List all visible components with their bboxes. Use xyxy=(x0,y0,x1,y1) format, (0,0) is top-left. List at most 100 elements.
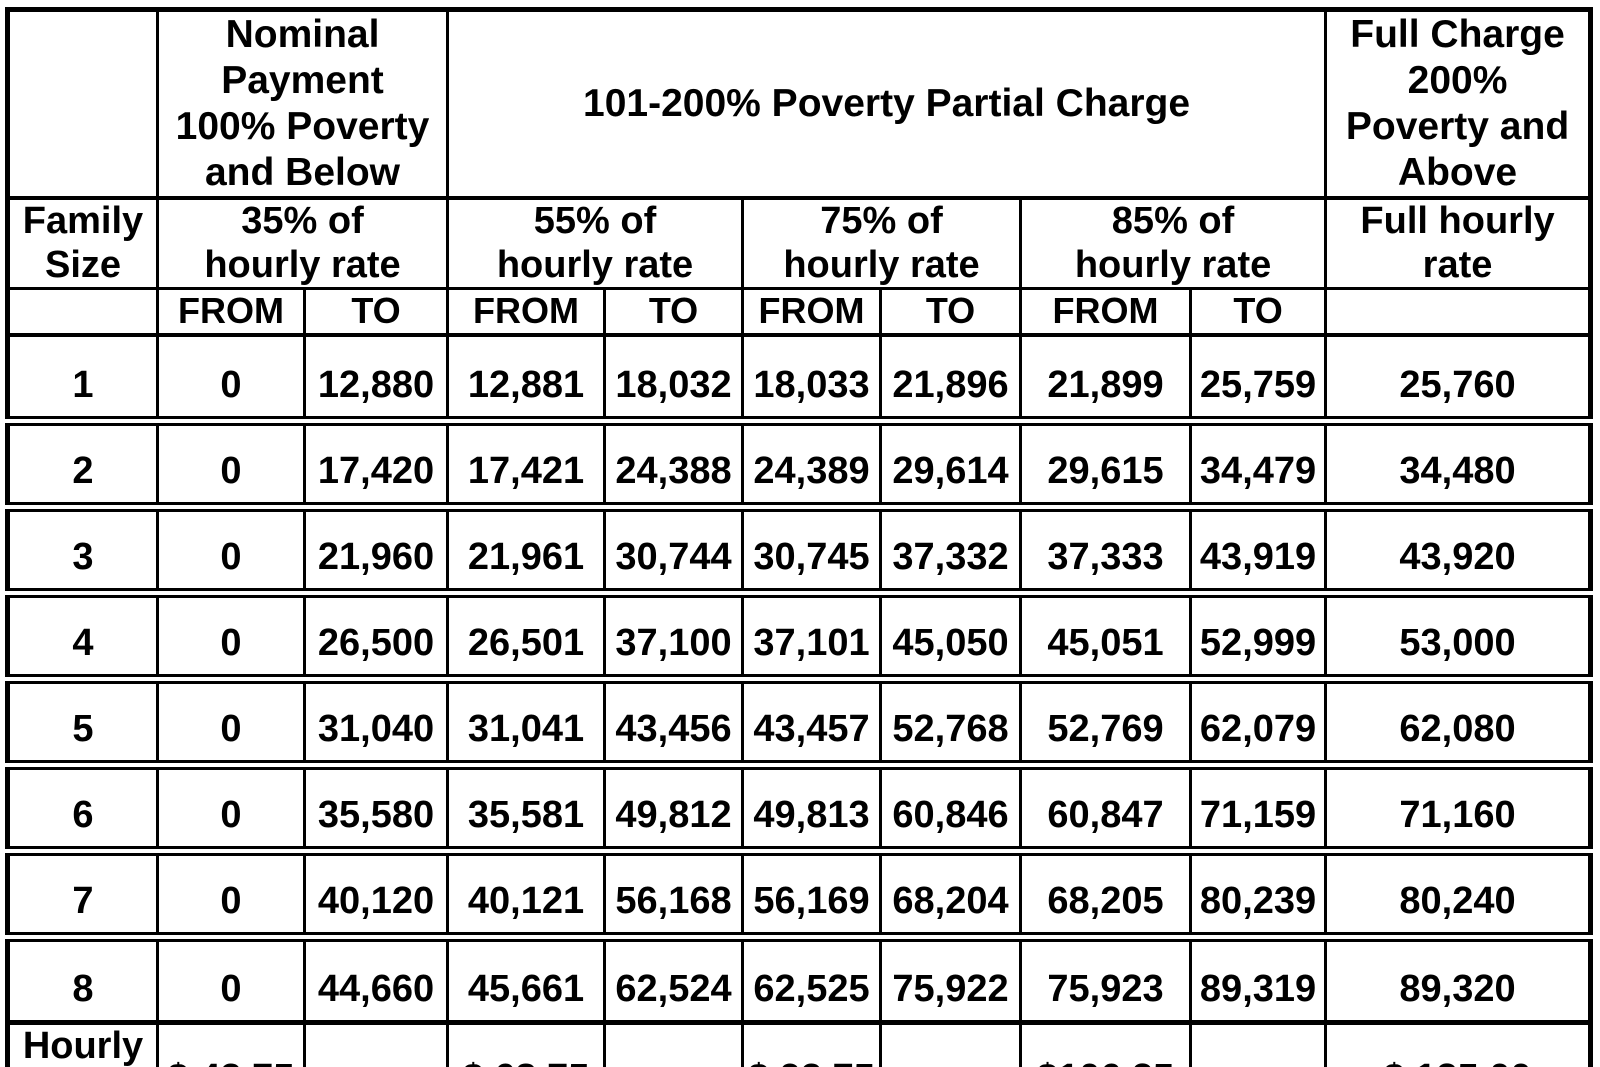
header-full-charge: Full Charge 200% Poverty and Above xyxy=(1324,8,1592,201)
cell-75-to: 21,896 xyxy=(879,332,1023,423)
cell-75-to: 29,614 xyxy=(879,415,1023,509)
cell-85-to: 34,479 xyxy=(1189,415,1328,509)
header-row-sections: Nominal Payment 100% Poverty and Below 1… xyxy=(6,8,1592,201)
cell-55-from: 21,961 xyxy=(446,501,607,595)
cell-85-from: 37,333 xyxy=(1019,501,1193,595)
cell-85-to: 25,759 xyxy=(1189,332,1328,423)
cell-35-from: 0 xyxy=(156,759,306,853)
cell-55-to: 30,744 xyxy=(603,501,745,595)
table-row-hourly-rate: Hourly rate $ 43.75 $ 68.75 $ 93.75 $106… xyxy=(6,1020,1592,1067)
empty-cell xyxy=(603,1020,745,1067)
cell-75-from: 49,813 xyxy=(741,759,883,853)
table-row-family-6: 6 0 35,580 35,581 49,812 49,813 60,846 6… xyxy=(6,759,1592,853)
cell-55-from: 35,581 xyxy=(446,759,607,853)
cell-85-to: 80,239 xyxy=(1189,845,1328,939)
cell-75-from: 62,525 xyxy=(741,931,883,1025)
header-from-85: FROM xyxy=(1019,287,1193,337)
cell-35-to: 44,660 xyxy=(302,931,450,1025)
header-partial-charge: 101-200% Poverty Partial Charge xyxy=(446,8,1328,201)
header-from-35: FROM xyxy=(156,287,306,337)
sliding-fee-scale-table: Nominal Payment 100% Poverty and Below 1… xyxy=(5,7,1593,1067)
family-size-value: 7 xyxy=(6,845,159,939)
cell-85-to: 43,919 xyxy=(1189,501,1328,595)
cell-55-from: 12,881 xyxy=(446,332,607,423)
header-to-85: TO xyxy=(1189,287,1328,337)
family-size-value: 1 xyxy=(6,332,159,423)
family-size-value: 3 xyxy=(6,501,159,595)
header-row-from-to: FROM TO FROM TO FROM TO FROM TO xyxy=(6,287,1592,337)
hourly-rate-85: $106.25 xyxy=(1019,1020,1193,1067)
cell-85-to: 52,999 xyxy=(1189,587,1328,681)
cell-35-to: 26,500 xyxy=(302,587,450,681)
cell-35-to: 35,580 xyxy=(302,759,450,853)
hourly-rate-label: Hourly rate xyxy=(6,1020,159,1067)
header-row-rates: Family Size 35% of hourly rate 55% of ho… xyxy=(6,196,1592,291)
header-family-size: Family Size xyxy=(6,196,159,291)
cell-75-to: 60,846 xyxy=(879,759,1023,853)
cell-75-to: 68,204 xyxy=(879,845,1023,939)
cell-55-to: 56,168 xyxy=(603,845,745,939)
table-row-family-2: 2 0 17,420 17,421 24,388 24,389 29,614 2… xyxy=(6,415,1592,509)
cell-55-from: 40,121 xyxy=(446,845,607,939)
cell-35-from: 0 xyxy=(156,332,306,423)
cell-55-from: 17,421 xyxy=(446,415,607,509)
cell-35-from: 0 xyxy=(156,845,306,939)
cell-full-charge: 71,160 xyxy=(1324,759,1592,853)
cell-55-from: 26,501 xyxy=(446,587,607,681)
cell-35-from: 0 xyxy=(156,587,306,681)
cell-85-to: 62,079 xyxy=(1189,673,1328,767)
cell-35-to: 40,120 xyxy=(302,845,450,939)
table-row-family-7: 7 0 40,120 40,121 56,168 56,169 68,204 6… xyxy=(6,845,1592,939)
family-size-value: 5 xyxy=(6,673,159,767)
header-from-55: FROM xyxy=(446,287,607,337)
family-size-value: 4 xyxy=(6,587,159,681)
header-from-75: FROM xyxy=(741,287,883,337)
cell-85-from: 29,615 xyxy=(1019,415,1193,509)
empty-cell xyxy=(6,287,159,337)
cell-full-charge: 89,320 xyxy=(1324,931,1592,1025)
cell-35-from: 0 xyxy=(156,415,306,509)
hourly-rate-35: $ 43.75 xyxy=(156,1020,306,1067)
cell-55-from: 45,661 xyxy=(446,931,607,1025)
cell-85-to: 71,159 xyxy=(1189,759,1328,853)
header-85-percent: 85% of hourly rate xyxy=(1019,196,1328,291)
hourly-rate-55: $ 68.75 xyxy=(446,1020,607,1067)
table-row-family-1: 1 0 12,880 12,881 18,032 18,033 21,896 2… xyxy=(6,332,1592,423)
cell-35-to: 21,960 xyxy=(302,501,450,595)
cell-85-from: 21,899 xyxy=(1019,332,1193,423)
family-size-value: 6 xyxy=(6,759,159,853)
cell-35-to: 17,420 xyxy=(302,415,450,509)
cell-35-from: 0 xyxy=(156,673,306,767)
cell-75-from: 37,101 xyxy=(741,587,883,681)
cell-75-from: 43,457 xyxy=(741,673,883,767)
header-nominal-payment: Nominal Payment 100% Poverty and Below xyxy=(155,8,450,201)
cell-55-to: 18,032 xyxy=(603,332,745,423)
cell-75-from: 24,389 xyxy=(741,415,883,509)
cell-75-from: 18,033 xyxy=(741,332,883,423)
cell-75-to: 37,332 xyxy=(879,501,1023,595)
cell-75-from: 30,745 xyxy=(741,501,883,595)
cell-full-charge: 34,480 xyxy=(1324,415,1592,509)
cell-75-to: 45,050 xyxy=(879,587,1023,681)
hourly-rate-full: $ 125.00 xyxy=(1324,1020,1592,1067)
cell-35-from: 0 xyxy=(156,501,306,595)
cell-55-to: 49,812 xyxy=(603,759,745,853)
cell-85-from: 45,051 xyxy=(1019,587,1193,681)
cell-85-from: 68,205 xyxy=(1019,845,1193,939)
cell-full-charge: 43,920 xyxy=(1324,501,1592,595)
header-to-75: TO xyxy=(879,287,1023,337)
cell-full-charge: 25,760 xyxy=(1324,332,1592,423)
cell-55-to: 37,100 xyxy=(603,587,745,681)
cell-75-to: 75,922 xyxy=(879,931,1023,1025)
cell-35-to: 31,040 xyxy=(302,673,450,767)
empty-cell xyxy=(879,1020,1023,1067)
table-row-family-3: 3 0 21,960 21,961 30,744 30,745 37,332 3… xyxy=(6,501,1592,595)
cell-75-to: 52,768 xyxy=(879,673,1023,767)
header-55-percent: 55% of hourly rate xyxy=(446,196,745,291)
family-size-value: 2 xyxy=(6,415,159,509)
cell-85-from: 52,769 xyxy=(1019,673,1193,767)
empty-cell xyxy=(1324,287,1592,337)
empty-cell xyxy=(1189,1020,1328,1067)
cell-35-to: 12,880 xyxy=(302,332,450,423)
